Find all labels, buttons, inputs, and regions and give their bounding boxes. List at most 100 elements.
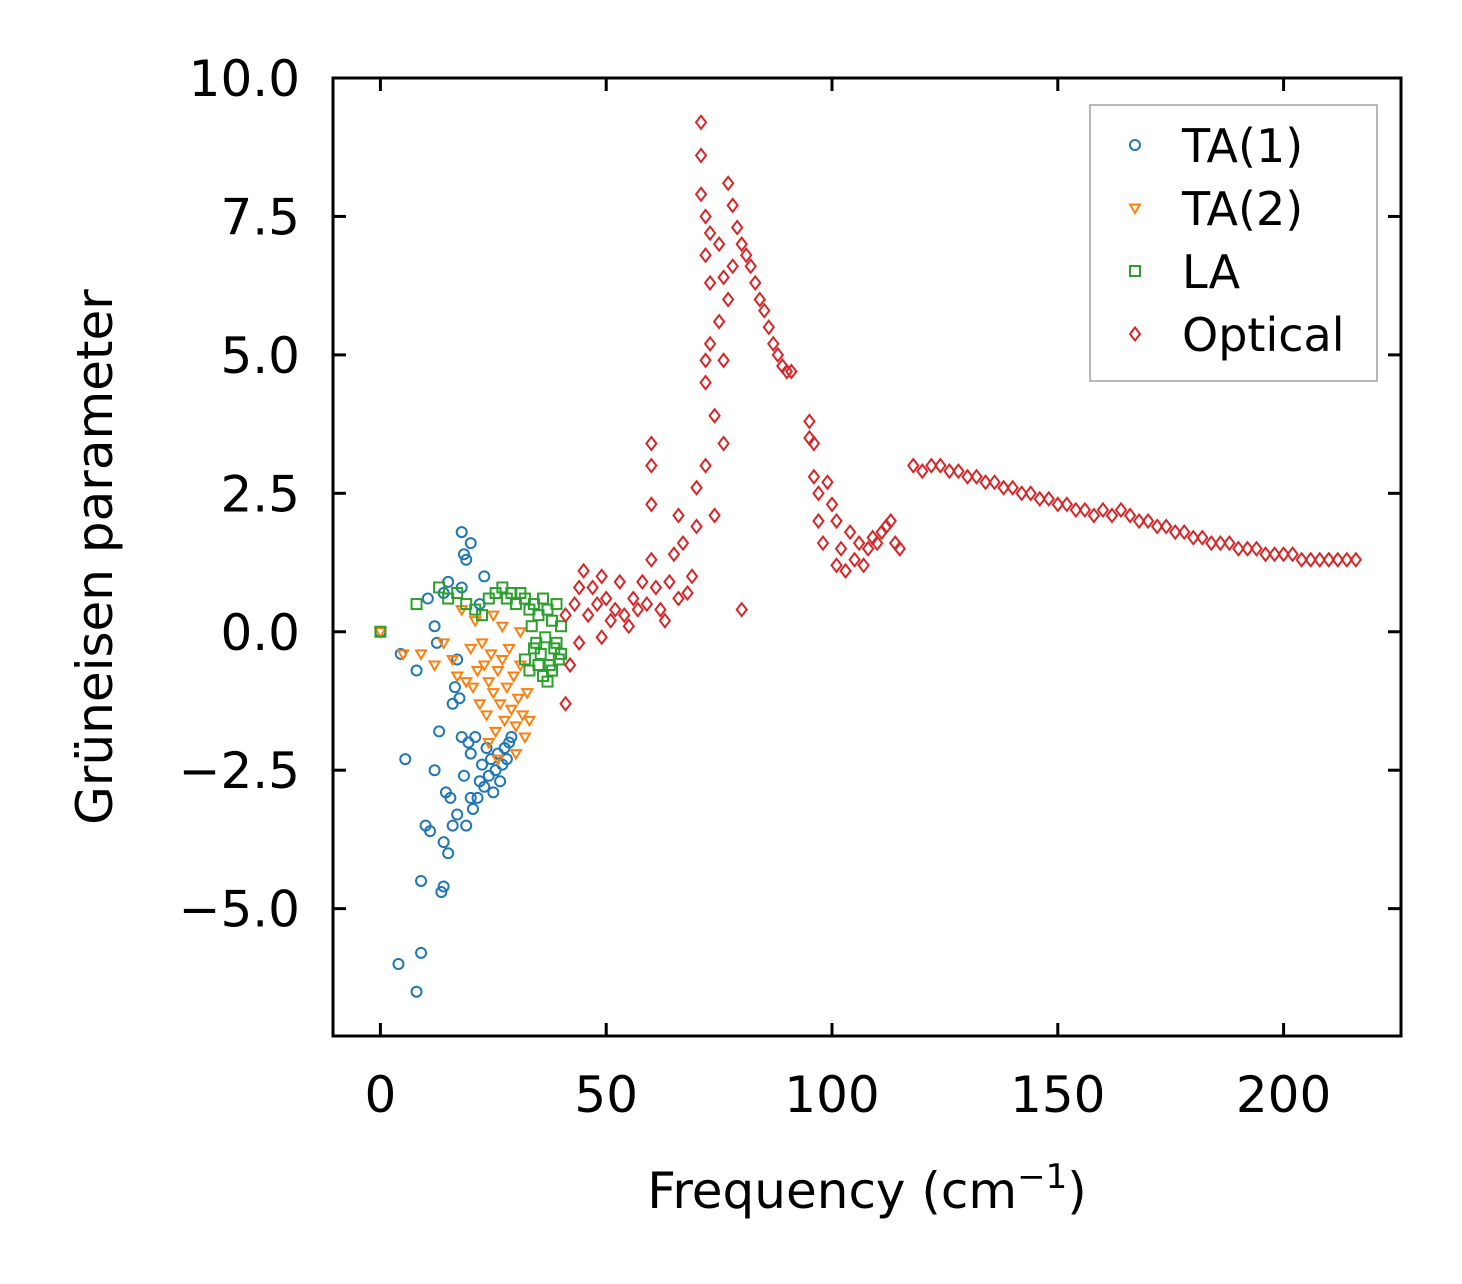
data-point	[1033, 490, 1046, 507]
data-point	[520, 688, 534, 700]
data-point	[703, 274, 717, 292]
data-point	[1214, 535, 1227, 552]
data-point	[618, 607, 631, 624]
data-point	[468, 616, 482, 628]
legend-marker	[1129, 265, 1141, 277]
data-point	[464, 747, 477, 760]
data-point	[559, 607, 572, 624]
data-point	[511, 693, 525, 706]
data-point	[1331, 551, 1345, 568]
data-point	[522, 715, 537, 728]
data-point	[487, 786, 500, 799]
data-point	[1123, 507, 1137, 524]
data-point	[758, 302, 771, 319]
data-point	[525, 620, 538, 633]
data-point	[504, 704, 519, 717]
data-point	[471, 791, 484, 804]
data-point	[735, 235, 748, 253]
data-points	[373, 114, 1363, 998]
data-point	[717, 269, 730, 286]
data-point	[852, 535, 866, 552]
data-point	[812, 512, 825, 530]
data-point	[464, 791, 477, 804]
data-point	[627, 590, 640, 607]
data-point	[577, 562, 590, 579]
data-point	[1304, 551, 1317, 568]
data-point	[952, 463, 965, 480]
data-point	[581, 607, 595, 624]
data-point	[515, 710, 530, 722]
data-point	[453, 692, 466, 705]
data-point	[437, 880, 450, 893]
data-point	[396, 649, 410, 661]
data-point	[495, 621, 510, 634]
data-point	[645, 435, 658, 452]
data-point	[690, 479, 703, 496]
data-point	[518, 653, 531, 666]
data-point	[1078, 501, 1092, 519]
data-point	[699, 457, 712, 474]
y-tick-label: −2.5	[179, 742, 300, 800]
legend-marker	[1128, 203, 1142, 215]
data-point	[502, 643, 516, 656]
x-axis-label-close: )	[1067, 1162, 1087, 1220]
data-point	[1024, 485, 1037, 502]
x-tick-label: 150	[1010, 1066, 1105, 1124]
data-point	[437, 836, 450, 849]
series-optical	[559, 114, 1363, 712]
data-point	[712, 235, 726, 253]
data-point	[785, 363, 798, 380]
series-ta-1-	[374, 526, 518, 998]
legend-box	[1089, 104, 1378, 382]
data-point	[830, 557, 843, 574]
data-point	[717, 352, 730, 369]
data-point	[495, 654, 510, 667]
data-point	[703, 224, 717, 242]
data-point	[433, 725, 446, 738]
data-point	[488, 726, 503, 739]
data-point	[694, 114, 708, 131]
data-point	[1313, 551, 1326, 568]
data-point	[430, 636, 443, 649]
data-point	[690, 518, 703, 535]
data-point	[658, 612, 672, 629]
data-point	[744, 258, 757, 275]
legend-marker	[1128, 325, 1142, 343]
y-tick-label: 7.5	[220, 188, 300, 246]
y-tick-label: 5.0	[220, 327, 300, 385]
data-point	[1006, 479, 1019, 496]
data-point	[1150, 518, 1164, 535]
data-point	[943, 463, 956, 480]
data-point	[676, 535, 690, 552]
data-point	[559, 695, 572, 712]
data-point	[491, 666, 505, 678]
data-point	[1223, 535, 1236, 552]
data-point	[451, 808, 464, 821]
data-point	[721, 175, 735, 192]
data-point	[448, 681, 461, 694]
data-point	[708, 507, 721, 524]
data-point	[486, 688, 501, 700]
data-point	[572, 579, 586, 596]
data-point	[771, 346, 785, 364]
data-point	[550, 636, 563, 649]
data-point	[421, 592, 434, 605]
data-point	[848, 551, 861, 568]
data-point	[925, 457, 938, 474]
data-point	[726, 258, 739, 275]
data-point	[424, 825, 437, 838]
data-point	[590, 595, 604, 613]
data-point	[586, 579, 599, 596]
x-axis-label-superscript: −1	[1017, 1157, 1067, 1197]
data-point	[527, 642, 540, 655]
data-point	[482, 738, 496, 750]
data-point	[1277, 546, 1290, 563]
data-point	[979, 474, 992, 491]
data-point	[816, 535, 830, 552]
data-point	[555, 647, 568, 660]
data-point	[509, 721, 523, 733]
data-point	[762, 319, 776, 336]
data-point	[476, 609, 489, 622]
data-point	[636, 573, 649, 591]
data-point	[1177, 523, 1191, 541]
